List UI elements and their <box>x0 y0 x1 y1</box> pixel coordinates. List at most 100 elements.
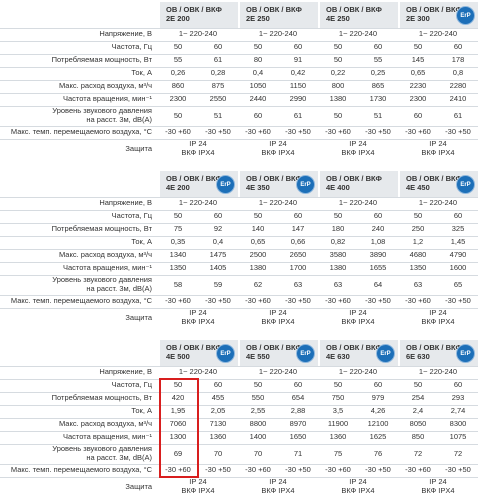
cell: 1075 <box>449 432 467 442</box>
cell: IP 24 ВКФ IPX4 <box>341 477 375 495</box>
cell: 50 <box>333 42 343 52</box>
cell: 60 <box>293 380 303 390</box>
cell: 8970 <box>289 419 307 429</box>
model-size: 4Е 250 <box>326 14 350 23</box>
cell: 50 <box>253 380 263 390</box>
cell: 0,28 <box>210 68 226 78</box>
erp-logo: ErP <box>456 175 475 194</box>
cell: 60 <box>413 110 423 120</box>
row-label: Макс. расход воздуха, м³/ч <box>58 81 152 91</box>
cell: 145 <box>411 55 425 65</box>
model-header: ОВ / ОВК / ВКФ 2Е 250 <box>238 2 318 28</box>
model-series: ОВ / ОВК / ВКФ <box>406 174 462 184</box>
cell: 60 <box>213 42 223 52</box>
cell: 254 <box>411 393 425 403</box>
row-label: Защита <box>125 143 152 153</box>
cell: 60 <box>293 42 303 52</box>
cell: -30 +50 <box>445 127 471 137</box>
cell: 1,2 <box>412 237 424 247</box>
cell: 654 <box>291 393 305 403</box>
row-label: Защита <box>125 481 152 491</box>
cell: 60 <box>453 380 463 390</box>
row-divider <box>0 392 478 393</box>
cell: 61 <box>453 110 463 120</box>
row-label: Напряжение, В <box>99 367 152 377</box>
row-divider <box>0 67 478 68</box>
row-label: Макс. темп. перемещаемого воздуха, °С <box>10 465 152 475</box>
cell: 72 <box>413 448 423 458</box>
row-divider <box>0 41 478 42</box>
cell: 1~ 220-240 <box>338 29 378 39</box>
cell: 2,88 <box>290 406 306 416</box>
model-size: 2Е 250 <box>246 14 270 23</box>
row-label: Макс. расход воздуха, м³/ч <box>58 250 152 260</box>
cell: 2410 <box>449 94 467 104</box>
row-divider <box>0 223 478 224</box>
cell: -30 +60 <box>405 127 431 137</box>
model-size: 2Е 300 <box>406 14 430 23</box>
cell: 2440 <box>249 94 267 104</box>
cell: 51 <box>213 110 223 120</box>
row-label: Ток, А <box>131 68 152 78</box>
row-label: Частота вращения, мин⁻¹ <box>63 432 152 442</box>
row-label: Частота, Гц <box>111 380 152 390</box>
model-series: ОВ / ОВК / ВКФ <box>166 343 222 353</box>
cell: 3,5 <box>332 406 344 416</box>
model-size: 2Е 200 <box>166 14 190 23</box>
cell: 979 <box>371 393 385 403</box>
cell: IP 24 ВКФ IPX4 <box>261 308 295 326</box>
cell: 76 <box>373 448 383 458</box>
cell: 240 <box>371 224 385 234</box>
row-divider <box>0 431 478 432</box>
cell: 92 <box>213 224 223 234</box>
cell: 1~ 220-240 <box>258 198 298 208</box>
cell: 3890 <box>369 250 387 260</box>
model-size: 6Е 630 <box>406 352 430 361</box>
cell: -30 +60 <box>245 296 271 306</box>
model-header: ОВ / ОВК / ВКФ 2Е 200 <box>158 2 238 28</box>
cell: 1,95 <box>170 406 186 416</box>
cell: 50 <box>333 55 343 65</box>
erp-logo: ErP <box>456 6 475 25</box>
cell: 0,66 <box>290 237 306 247</box>
cell: 60 <box>213 211 223 221</box>
cell: 4790 <box>449 250 467 260</box>
cell: 325 <box>451 224 465 234</box>
row-divider <box>0 210 478 211</box>
cell: 2990 <box>289 94 307 104</box>
cell: 4680 <box>409 250 427 260</box>
cell: 50 <box>253 211 263 221</box>
cell: -30 +50 <box>205 296 231 306</box>
row-label: Макс. темп. перемещаемого воздуха, °С <box>10 127 152 137</box>
cell: 1150 <box>289 81 307 91</box>
model-header: ОВ / ОВК / ВКФ 4Е 400 <box>318 171 398 197</box>
row-label: Потребляемая мощность, Вт <box>51 55 152 65</box>
cell: 1600 <box>449 263 467 273</box>
cell: IP 24 ВКФ IPX4 <box>421 308 455 326</box>
row-divider <box>0 139 478 140</box>
cell: 1~ 220-240 <box>258 367 298 377</box>
cell: IP 24 ВКФ IPX4 <box>181 139 215 157</box>
cell: IP 24 ВКФ IPX4 <box>421 477 455 495</box>
row-divider <box>0 477 478 478</box>
cell: -30 +60 <box>325 127 351 137</box>
cell: 1380 <box>329 94 347 104</box>
cell: 1300 <box>169 432 187 442</box>
cell: 2,4 <box>412 406 424 416</box>
cell: 50 <box>413 42 423 52</box>
cell: 60 <box>213 380 223 390</box>
cell: 60 <box>453 42 463 52</box>
cell: 75 <box>333 448 343 458</box>
model-series: ОВ / ОВК / ВКФ <box>246 5 302 15</box>
cell: 420 <box>171 393 185 403</box>
cell: -30 +50 <box>445 465 471 475</box>
row-label: Ток, А <box>131 237 152 247</box>
cell: IP 24 ВКФ IPX4 <box>341 308 375 326</box>
cell: 0,22 <box>330 68 346 78</box>
cell: 71 <box>293 448 303 458</box>
cell: 1050 <box>249 81 267 91</box>
cell: 1340 <box>169 250 187 260</box>
erp-logo: ErP <box>296 175 315 194</box>
model-series: ОВ / ОВК / ВКФ <box>326 343 382 353</box>
row-label: Потребляемая мощность, Вт <box>51 393 152 403</box>
